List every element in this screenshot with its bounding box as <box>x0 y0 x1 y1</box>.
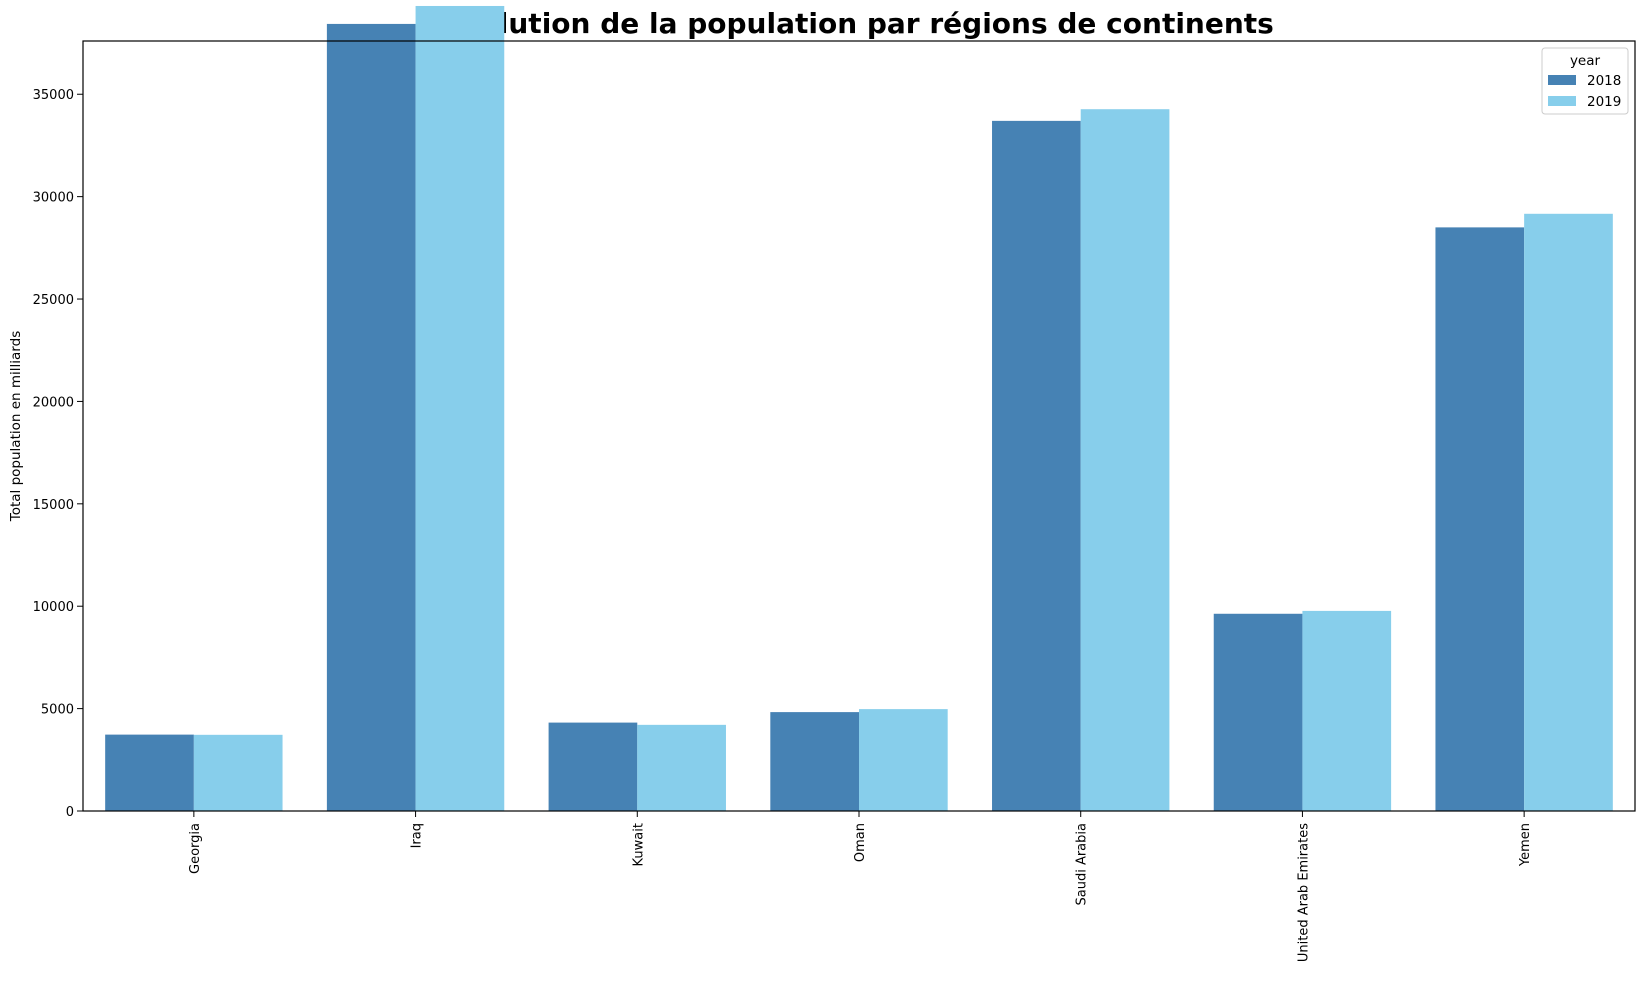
bar-united-arab-emirates-2019 <box>1302 610 1392 811</box>
bar-oman-2018 <box>770 712 859 811</box>
bar-iraq-2018 <box>326 23 416 812</box>
bar-saudi-arabia-2018 <box>992 120 1081 812</box>
bar-saudi-arabia-2019 <box>1080 109 1170 812</box>
bar-georgia-2019 <box>193 734 283 811</box>
y-tick-label: 30000 <box>33 191 74 206</box>
y-tick-label: 5000 <box>41 703 74 718</box>
y-tick-label: 25000 <box>33 293 74 308</box>
y-axis: 0 5000 10000 15000 20000 25000 30000 35000 <box>33 88 83 820</box>
bar-oman-2019 <box>859 709 948 811</box>
chart-title: Evolution de la population par régions d… <box>442 7 1274 40</box>
bar-yemen-2018 <box>1435 227 1525 812</box>
bar-united-arab-emirates-2018 <box>1213 613 1303 811</box>
x-tick-label: Iraq <box>410 823 425 848</box>
bar-yemen-2019 <box>1524 213 1613 812</box>
bars-layer <box>105 5 1613 812</box>
legend-swatch-2018 <box>1548 75 1576 85</box>
legend-label-2018: 2018 <box>1587 73 1621 89</box>
x-tick-label: Oman <box>853 823 868 862</box>
y-tick-label: 10000 <box>33 600 74 615</box>
y-axis-label: Total population en milliards <box>8 331 24 522</box>
plot-area-frame <box>82 40 1636 812</box>
legend: year 2018 2019 <box>1541 47 1629 115</box>
bar-kuwait-2019 <box>637 724 726 811</box>
x-tick-label: Georgia <box>188 823 203 874</box>
bar-iraq-2019 <box>415 5 505 811</box>
legend-swatch-2019 <box>1548 96 1576 106</box>
y-tick-label: 15000 <box>33 498 74 513</box>
bar-kuwait-2018 <box>548 722 638 811</box>
y-tick-label: 0 <box>66 805 74 820</box>
y-tick-label: 35000 <box>33 88 74 103</box>
x-tick-label: United Arab Emirates <box>1296 823 1311 962</box>
x-tick-label: Saudi Arabia <box>1075 823 1090 906</box>
bar-georgia-2018 <box>105 734 194 811</box>
y-tick-label: 20000 <box>33 395 74 410</box>
legend-title: year <box>1570 53 1601 69</box>
x-tick-label: Kuwait <box>631 823 646 866</box>
x-tick-label: Yemen <box>1518 823 1533 867</box>
x-axis: Georgia Iraq Kuwait Oman Saudi Arabia United … <box>188 811 1533 962</box>
legend-label-2019: 2019 <box>1587 94 1621 110</box>
